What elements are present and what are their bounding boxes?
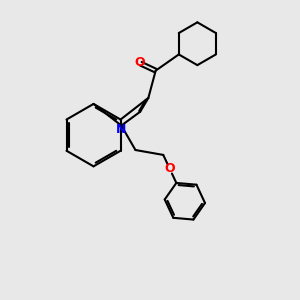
Text: O: O (164, 162, 175, 176)
Text: O: O (134, 56, 145, 69)
Text: N: N (116, 123, 127, 136)
